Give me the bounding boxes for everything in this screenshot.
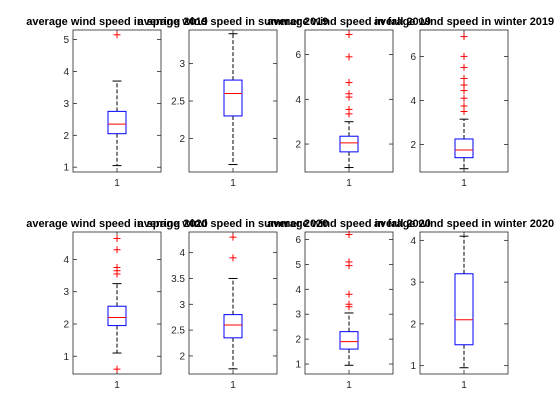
iqr-box: [223, 79, 243, 117]
y-tick-label: 3.5: [171, 274, 185, 285]
outlier-marker: [113, 31, 121, 39]
y-tick-label: 6: [295, 235, 301, 246]
y-tick-label: 3: [295, 310, 301, 321]
y-tick-label: 6: [410, 52, 416, 63]
iqr-box: [223, 314, 243, 339]
y-tick-label: 6: [295, 50, 301, 61]
subplot-title: average wind speed in winter 2020: [374, 218, 554, 230]
x-tick-label: 1: [346, 178, 352, 189]
outlier-marker: [460, 74, 468, 82]
x-tick-label: 1: [114, 178, 120, 189]
y-tick-label: 2: [410, 140, 416, 151]
y-tick-label: 1: [410, 361, 416, 372]
outlier-marker: [460, 102, 468, 110]
y-tick-label: 4: [410, 236, 416, 247]
y-tick-label: 1: [63, 163, 69, 174]
y-tick-label: 2: [295, 140, 301, 151]
outlier-marker: [113, 365, 121, 373]
y-tick-label: 1: [295, 360, 301, 371]
axes-box: [72, 29, 162, 173]
outlier-marker: [345, 290, 353, 298]
y-tick-label: 2: [63, 319, 69, 330]
outlier-marker: [345, 230, 353, 238]
y-tick-label: 4: [63, 255, 69, 266]
y-tick-label: 2: [63, 131, 69, 142]
y-tick-label: 3: [179, 59, 185, 70]
outlier-marker: [345, 258, 353, 266]
outlier-marker: [460, 63, 468, 71]
subplot-4: 2 4 6 1 average wind speed in winter 2019: [374, 16, 554, 189]
x-tick-label: 1: [230, 178, 236, 189]
outlier-marker: [229, 233, 237, 241]
subplot-3: 2 4 6 1 average wind speed in fall 2019: [267, 16, 431, 189]
subplot-title: average wind speed in summer 2020: [138, 218, 329, 230]
outlier-marker: [113, 246, 121, 254]
y-tick-label: 5: [63, 35, 69, 46]
subplot-7: 1 2 3 4 5 6 1 average wind speed in fall 2020: [267, 218, 431, 391]
iqr-box: [107, 110, 127, 135]
outlier-marker: [460, 94, 468, 102]
y-tick-label: 2: [410, 319, 416, 330]
outlier-marker: [113, 264, 121, 271]
subplot-5: 1 2 3 4 1 average wind speed in spring 2020: [26, 218, 208, 391]
outlier-marker: [229, 254, 237, 262]
y-tick-label: 3: [410, 278, 416, 289]
iqr-box: [107, 305, 127, 327]
y-tick-label: 2: [179, 351, 185, 362]
subplot-title: average wind speed in spring 2019: [26, 16, 208, 28]
subplot-8: 1 2 3 4 1 average wind speed in winter 2020: [374, 218, 554, 391]
y-tick-label: 5: [295, 260, 301, 271]
x-tick-label: 1: [461, 178, 467, 189]
subplot-title: average wind speed in summer 2019: [138, 16, 329, 28]
outlier-marker: [345, 30, 353, 38]
y-tick-label: 2.5: [171, 97, 185, 108]
subplot-title: average wind speed in fall 2020: [267, 218, 431, 230]
y-tick-label: 1: [63, 352, 69, 363]
x-tick-label: 1: [346, 380, 352, 391]
y-tick-label: 4: [295, 95, 301, 106]
y-tick-label: 2: [295, 335, 301, 346]
outlier-marker: [113, 234, 121, 242]
y-tick-label: 2: [179, 134, 185, 145]
subplot-title: average wind speed in winter 2019: [374, 16, 554, 28]
x-tick-label: 1: [461, 380, 467, 391]
outlier-marker: [345, 90, 353, 98]
outlier-marker: [345, 300, 353, 308]
iqr-box: [339, 331, 359, 350]
outlier-marker: [460, 81, 468, 89]
y-tick-label: 4: [179, 248, 185, 259]
outlier-marker: [345, 79, 353, 87]
iqr-box: [454, 138, 474, 159]
subplot-2: 2 2.5 3 1 average wind speed in summer 2019: [138, 16, 329, 189]
subplot-1: 1 2 3 4 5 1 average wind speed in spring 2019: [26, 16, 208, 189]
outlier-marker: [460, 33, 468, 41]
y-tick-label: 3: [179, 300, 185, 311]
subplot-title: average wind speed in spring 2020: [26, 218, 208, 230]
x-tick-label: 1: [230, 380, 236, 391]
iqr-box: [339, 135, 359, 153]
y-tick-label: 3: [63, 99, 69, 110]
axes-box: [304, 29, 394, 173]
outlier-marker: [345, 105, 353, 113]
subplot-6: 2 2.5 3 3.5 4 1 average wind speed in summer 2…: [138, 218, 329, 391]
subplot-title: average wind speed in fall 2019: [267, 16, 431, 28]
y-tick-label: 3: [63, 287, 69, 298]
y-tick-label: 2.5: [171, 326, 185, 337]
y-tick-label: 4: [63, 67, 69, 78]
iqr-box: [454, 273, 474, 346]
axes-box: [188, 29, 278, 173]
y-tick-label: 4: [410, 96, 416, 107]
outlier-marker: [460, 52, 468, 60]
x-tick-label: 1: [114, 380, 120, 391]
outlier-marker: [345, 53, 353, 61]
y-tick-label: 4: [295, 285, 301, 296]
